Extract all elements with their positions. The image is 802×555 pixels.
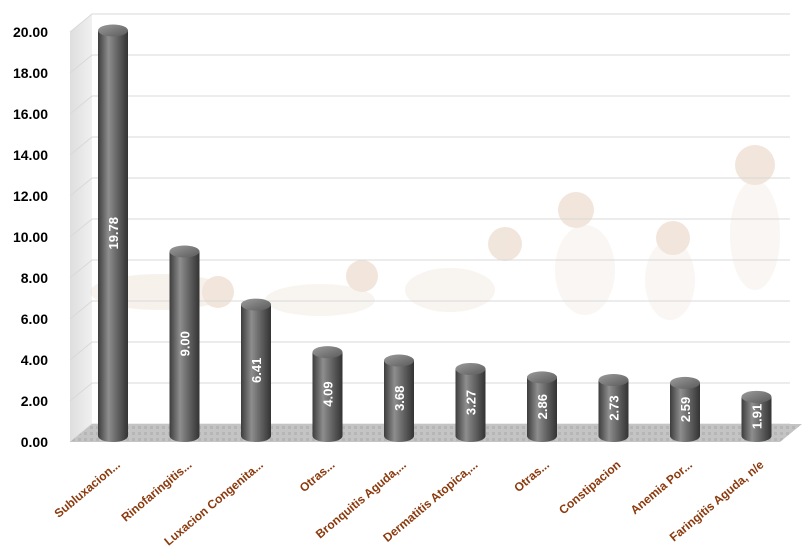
gridline: [69, 177, 790, 197]
y-tick-label: 12.00: [13, 188, 48, 204]
category-label: Otras...: [511, 458, 552, 495]
bar: [169, 245, 200, 443]
gridline: [69, 341, 790, 361]
bar-top: [598, 374, 629, 387]
bar-top: [312, 346, 343, 359]
value-label: 19.78: [106, 217, 121, 250]
bar-body: [455, 368, 486, 443]
value-label: 4.09: [321, 381, 336, 406]
category-label: Rinofaringitis...: [119, 458, 195, 525]
bar: [312, 346, 343, 443]
gridline: [69, 300, 790, 320]
category-label: Anemia Por...: [628, 458, 695, 518]
y-tick-label: 10.00: [13, 229, 48, 245]
value-label: 2.73: [607, 395, 622, 420]
value-label: 2.86: [535, 394, 550, 419]
category-labels: Subluxacion...Rinofaringitis...Luxacion …: [52, 457, 767, 548]
value-label: 9.00: [178, 331, 193, 356]
gridline: [69, 218, 790, 238]
gridline: [69, 259, 790, 279]
y-tick-label: 8.00: [21, 270, 48, 286]
y-axis-tick-labels: 0.00 2.00 4.00 6.00 8.00 10.00 12.00 14.00 16.00…: [13, 24, 48, 450]
value-label: 3.27: [464, 390, 479, 415]
y-tick-label: 0.00: [21, 434, 48, 450]
y-tick-label: 4.00: [21, 352, 48, 368]
category-label: Subluxacion...: [52, 458, 123, 521]
y-tick-label: 14.00: [13, 147, 48, 163]
gridline: [69, 136, 790, 156]
bars: [98, 24, 772, 443]
bar: [98, 24, 128, 442]
bar-top: [241, 298, 271, 311]
bar: [598, 374, 629, 443]
bar-body: [527, 377, 557, 442]
bar: [384, 354, 414, 442]
bar-top: [670, 376, 700, 389]
gridline: [69, 54, 790, 74]
gridline: [69, 382, 790, 402]
value-label: 1.91: [750, 404, 765, 429]
y-tick-label: 16.00: [13, 106, 48, 122]
y-tick-label: 6.00: [21, 311, 48, 327]
bar-body: [312, 352, 343, 443]
value-label: 6.41: [249, 358, 264, 383]
bar-top: [98, 24, 128, 37]
bar-body: [670, 382, 700, 442]
bar: [527, 371, 557, 442]
y-tick-label: 18.00: [13, 65, 48, 81]
category-label: Otras...: [297, 458, 338, 495]
bar-body: [598, 380, 629, 443]
bar-body: [384, 360, 414, 442]
gridline: [69, 13, 790, 33]
bar: [455, 362, 486, 443]
bar-body: [741, 396, 772, 443]
gridline: [69, 95, 790, 115]
bar-body: [241, 304, 271, 442]
bar-top: [527, 371, 557, 384]
value-label: 2.59: [678, 397, 693, 422]
bar: [741, 390, 772, 443]
bar-top: [741, 390, 772, 403]
value-labels: 19.78 9.00 6.41 4.09 3.68 3.27 2.86 2.73 2.59 1.9…: [106, 217, 765, 429]
y-tick-label: 2.00: [21, 393, 48, 409]
value-label: 3.68: [392, 386, 407, 411]
bar-top: [169, 245, 200, 258]
bar: [670, 376, 700, 442]
bar: [241, 298, 271, 442]
bar-body: [169, 251, 200, 443]
bar-body: [98, 30, 128, 442]
bar-top: [384, 354, 414, 367]
y-tick-label: 20.00: [13, 24, 48, 40]
category-label: Constipacion: [556, 458, 623, 518]
bar-top: [455, 362, 486, 375]
